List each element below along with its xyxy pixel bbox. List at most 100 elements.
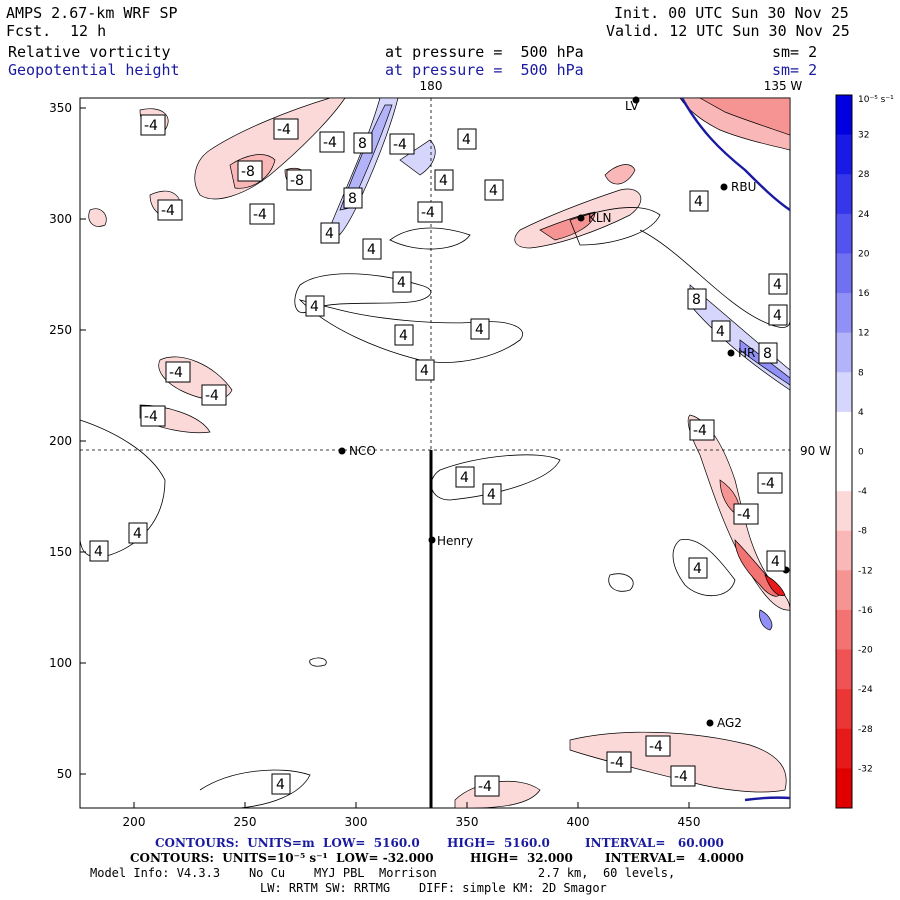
label-box: -4	[201, 384, 227, 406]
svg-text:-4: -4	[393, 137, 407, 153]
y-tick: 100	[49, 656, 72, 670]
colorbar-tick-label: 16	[858, 289, 870, 299]
field2-name: Geopotential height	[8, 61, 180, 79]
svg-text:-4: -4	[761, 476, 775, 492]
lat-90w-label: 90 W	[800, 444, 831, 458]
svg-text:4: 4	[475, 322, 484, 338]
colorbar-tick-label: -8	[858, 527, 867, 537]
neg-area	[88, 208, 107, 227]
label-box: -4	[273, 118, 299, 140]
field1-pressure: at pressure = 500 hPa	[385, 43, 584, 61]
label-box: -4	[670, 765, 696, 787]
colorbar-tick-label: 28	[858, 170, 870, 180]
colorbar-segment	[836, 570, 852, 611]
footer-height-high: HIGH= 5160.0	[447, 836, 550, 850]
x-tick-labels: 200 250 300 350 400 450	[123, 815, 701, 829]
colorbar-segment	[836, 134, 852, 175]
x-tick: 200	[123, 815, 146, 829]
neg-area	[569, 731, 787, 793]
label-box: 4	[470, 318, 490, 340]
label-box: -4	[606, 751, 632, 773]
svg-text:-4: -4	[253, 207, 267, 223]
label-box: 4	[482, 483, 502, 505]
footer-vort-high: HIGH= 32.000	[470, 851, 573, 865]
svg-text:4: 4	[367, 242, 376, 258]
neg-area	[698, 97, 791, 136]
svg-text:-4: -4	[737, 507, 751, 523]
label-box: 4	[394, 324, 414, 346]
svg-text:4: 4	[716, 324, 725, 340]
svg-text:-4: -4	[478, 779, 492, 795]
svg-text:8: 8	[348, 191, 357, 207]
colorbar-segment	[836, 530, 852, 571]
svg-text:4: 4	[310, 299, 319, 315]
colorbar-segment	[836, 451, 852, 492]
stations: NCO Henry RBU KLN HR AG2 LV	[338, 96, 790, 730]
label-box: -4	[645, 735, 671, 757]
label-box: 8	[758, 342, 778, 364]
station-rbu-label: RBU	[731, 180, 756, 194]
neg-area	[604, 164, 636, 185]
forecast-hour: 12 h	[70, 22, 107, 40]
label-box: 4	[688, 557, 708, 579]
svg-text:-4: -4	[421, 205, 435, 221]
x-tick: 250	[234, 815, 257, 829]
label-box: 4	[457, 128, 477, 150]
station-henry	[428, 536, 436, 544]
label-box: -4	[474, 775, 500, 797]
colorbar-tick-label: -28	[858, 725, 873, 735]
field2-pressure: at pressure = 500 hPa	[385, 61, 584, 79]
label-box: 4	[89, 540, 109, 562]
svg-text:8: 8	[763, 346, 772, 362]
contour-lines	[79, 207, 791, 809]
svg-text:-4: -4	[610, 755, 624, 771]
svg-text:-4: -4	[144, 409, 158, 425]
forecast-label: Fcst.	[6, 22, 52, 40]
svg-text:4: 4	[460, 470, 469, 486]
colorbar-segment	[836, 174, 852, 215]
label-box: -8	[286, 169, 312, 191]
label-box: 4	[320, 222, 340, 244]
station-henry-label: Henry	[437, 534, 473, 548]
label-box: 4	[711, 320, 731, 342]
label-box: -4	[417, 201, 443, 223]
station-lv-label: LV	[625, 99, 639, 113]
y-tick: 150	[49, 545, 72, 559]
label-box: 8	[343, 187, 363, 209]
svg-text:4: 4	[94, 544, 103, 560]
label-box: 4	[768, 273, 788, 295]
field1-smoothing: sm= 2	[772, 43, 818, 61]
station-nco-label: NCO	[349, 444, 376, 458]
footer-vort-contours: CONTOURS: UNITS=10⁻⁵ s⁻¹ LOW= -32.000	[130, 851, 434, 865]
valid-time: Valid. 12 UTC Sun 30 Nov 25	[606, 22, 850, 40]
svg-text:-4: -4	[205, 388, 219, 404]
y-tick: 350	[49, 101, 72, 115]
svg-text:-4: -4	[323, 135, 337, 151]
svg-text:4: 4	[489, 183, 498, 199]
svg-text:4: 4	[133, 526, 142, 542]
label-box: 8	[353, 132, 373, 154]
svg-text:-4: -4	[693, 423, 707, 439]
contour-labels: -4 -4 -4 8 -4 4 -8 -8 4 4 8 -4 -4 -4 4 4…	[89, 114, 788, 797]
station-lv	[632, 96, 640, 104]
model-title: AMPS 2.67-km WRF SP	[6, 4, 178, 22]
svg-text:4: 4	[693, 561, 702, 577]
colorbar-segment	[836, 95, 852, 136]
colorbar-segment	[836, 372, 852, 413]
label-box: 4	[434, 169, 454, 191]
svg-text:4: 4	[487, 487, 496, 503]
svg-text:-4: -4	[161, 203, 175, 219]
svg-text:4: 4	[420, 363, 429, 379]
label-box: 4	[766, 550, 786, 572]
pos-area	[399, 139, 436, 176]
colorbar-segment	[836, 728, 852, 769]
pos-area	[759, 609, 773, 631]
label-box: 4	[392, 271, 412, 293]
lon-135w-label: 135 W	[764, 79, 803, 93]
svg-text:4: 4	[439, 173, 448, 189]
svg-text:4: 4	[397, 275, 406, 291]
label-box: 8	[687, 288, 707, 310]
field2-smoothing: sm= 2	[772, 61, 818, 79]
colorbar-segment	[836, 253, 852, 294]
colorbar-tick-label: 0	[858, 448, 864, 458]
